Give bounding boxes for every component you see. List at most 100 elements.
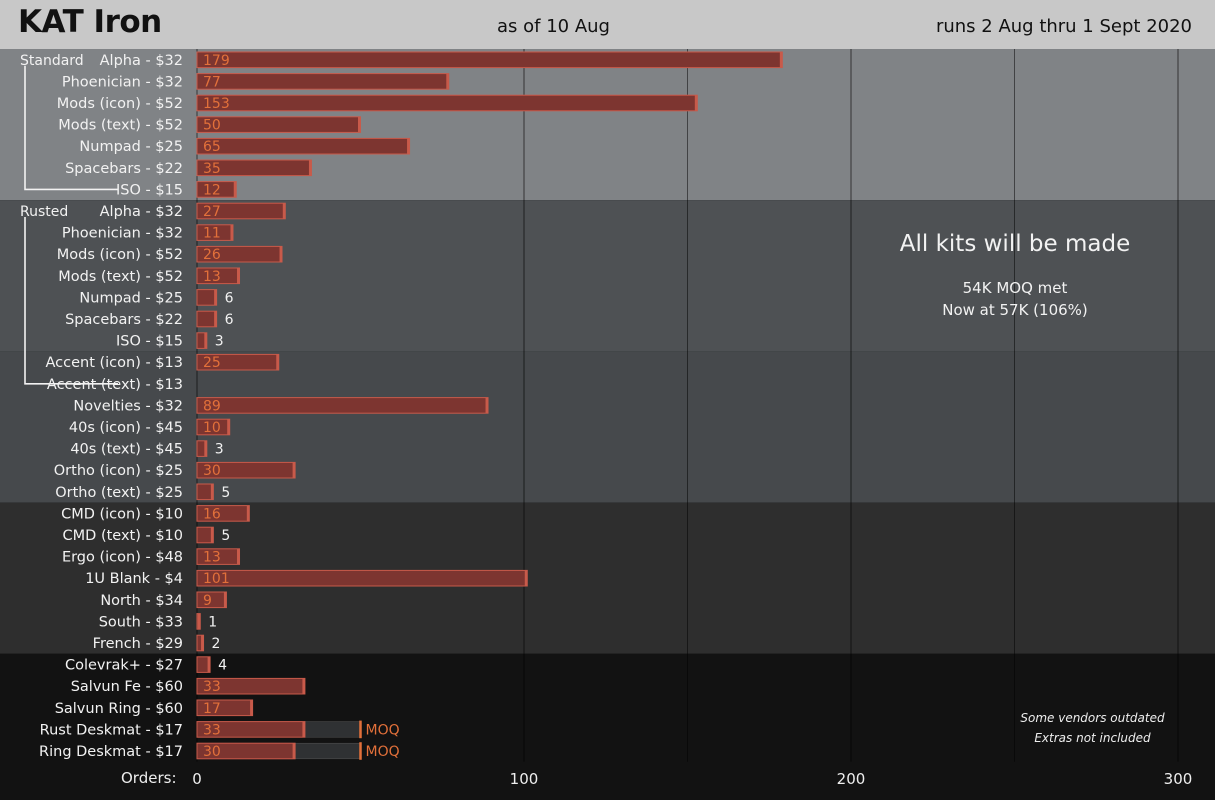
bar-end-cap (237, 268, 240, 284)
category-label: Mods (text) - $52 (58, 118, 183, 134)
bar-value-label: 35 (203, 161, 221, 177)
bar-end-cap (214, 311, 217, 327)
run-dates: runs 2 Aug thru 1 Sept 2020 (935, 16, 1192, 37)
category-label: Colevrak+ - $27 (65, 658, 183, 674)
moq-marker-label: MOQ (366, 744, 400, 760)
bar-end-cap (302, 678, 305, 694)
moq-marker-label: MOQ (366, 722, 400, 738)
bar-value-label: 4 (218, 658, 227, 674)
bar-value-label: 13 (203, 550, 221, 566)
category-label: 40s (icon) - $45 (69, 420, 183, 436)
category-label: French - $29 (93, 636, 183, 652)
bar-value-label: 153 (203, 96, 230, 112)
bar-value-label: 33 (203, 722, 221, 738)
bar-value-label: 77 (203, 74, 221, 90)
bar-value-label: 3 (215, 334, 224, 350)
gridlines (523, 49, 1179, 762)
bar-end-cap (250, 700, 253, 716)
bar-end-cap (292, 462, 296, 478)
bar-end-cap (302, 721, 305, 738)
footnote-line-2: Extras not included (1034, 731, 1151, 745)
group-bracket-rusted (24, 217, 118, 385)
bar-value-label: 30 (203, 744, 221, 760)
bar-end-cap (446, 73, 449, 90)
bar-end-cap (230, 224, 233, 241)
bar (196, 397, 489, 414)
bar-value-label: 11 (203, 226, 221, 242)
category-label: North - $34 (100, 593, 183, 609)
bar-end-cap (227, 419, 230, 435)
category-label: Accent (icon) - $13 (45, 355, 183, 371)
bar-value-label: 10 (203, 420, 221, 436)
category-label: Mods (text) - $52 (58, 269, 183, 285)
category-label: Spacebars - $22 (65, 312, 183, 328)
category-label: Ortho (icon) - $25 (54, 463, 183, 479)
bar-end-cap (246, 505, 250, 522)
bar-end-cap (485, 397, 489, 414)
bar-value-label: 89 (203, 398, 221, 414)
category-label: Accent (text) - $13 (47, 377, 183, 393)
bar-value-label: 27 (203, 204, 221, 220)
bar-value-label: 65 (203, 139, 221, 155)
bar-end-cap (210, 484, 214, 500)
category-label: Salvun Ring - $60 (55, 701, 183, 717)
footnote: Some vendors outdated Extras not include… (1015, 708, 1170, 748)
bar-value-label: 26 (203, 247, 221, 263)
category-label: Novelties - $32 (73, 398, 183, 414)
bar (196, 51, 783, 69)
bar-value-label: 101 (203, 571, 230, 587)
status-headline: All kits will be made (899, 231, 1131, 257)
bar-end-cap (214, 289, 217, 306)
bar-value-label: 1 (208, 614, 217, 630)
bar-end-cap (358, 116, 361, 133)
chart-title: KAT Iron (18, 4, 162, 40)
x-tick-label: 300 (1164, 770, 1193, 788)
category-label: 1U Blank - $4 (85, 571, 183, 587)
category-label: Mods (icon) - $52 (57, 96, 183, 112)
group-label-standard: Standard (20, 53, 84, 69)
category-label: Phoenician - $32 (62, 74, 183, 90)
bar (196, 310, 218, 328)
bar-end-cap (694, 95, 698, 111)
category-label: Phoenician - $32 (62, 226, 183, 242)
category-label: Alpha - $32 (100, 204, 183, 220)
bar-value-label: 3 (215, 442, 224, 458)
bar-value-label: 16 (203, 506, 221, 522)
bar-end-cap (197, 613, 201, 630)
bar (196, 94, 698, 112)
bar-end-cap (237, 548, 240, 565)
bar-value-label: 25 (203, 355, 221, 371)
bar (196, 137, 411, 155)
category-label: 40s (text) - $45 (70, 442, 183, 458)
bar-end-cap (407, 138, 410, 154)
bar-end-cap (276, 354, 279, 370)
category-label: ISO - $15 (116, 334, 183, 350)
bar-value-label: 30 (203, 463, 221, 479)
category-label: CMD (icon) - $10 (61, 506, 183, 522)
footnote-line-1: Some vendors outdated (1020, 711, 1165, 725)
moq-progress-text: Now at 57K (106%) (942, 301, 1088, 319)
category-label: ISO - $15 (116, 182, 183, 198)
bar-value-label: 6 (225, 290, 234, 306)
bar-end-cap (279, 246, 283, 262)
bar-end-cap (779, 52, 783, 68)
bar-value-label: 12 (203, 182, 221, 198)
bar-value-label: 50 (203, 118, 221, 134)
bar-end-cap (201, 635, 204, 651)
category-label: Numpad - $25 (79, 290, 183, 306)
moq-status: 54K MOQ met Now at 57K (106%) (850, 277, 1180, 321)
bar-end-cap (207, 656, 211, 673)
category-label: Ortho (text) - $25 (55, 485, 183, 501)
category-label: Alpha - $32 (100, 53, 183, 69)
as-of-date: as of 10 Aug (497, 16, 610, 37)
bar (196, 73, 450, 90)
x-axis-label: Orders: (121, 769, 177, 787)
group-label-rusted: Rusted (20, 204, 68, 220)
x-tick-label: 200 (837, 770, 866, 788)
bar-end-cap (204, 332, 207, 349)
bar-end-cap (204, 440, 207, 457)
bar-value-label: 2 (212, 636, 221, 652)
bar-end-cap (282, 203, 286, 219)
x-tick-label: 100 (510, 770, 539, 788)
